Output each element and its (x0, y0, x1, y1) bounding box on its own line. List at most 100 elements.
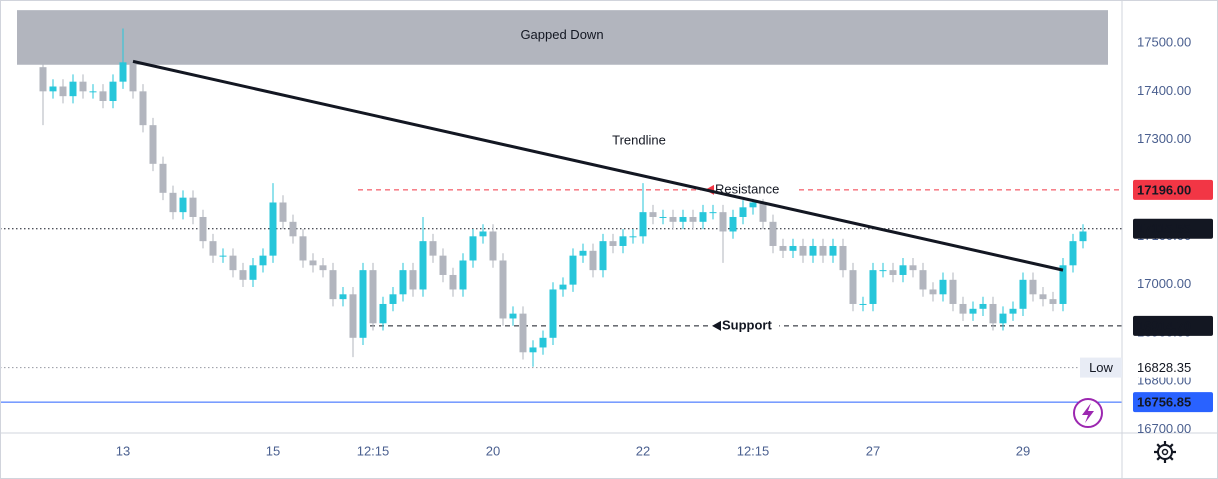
price-badge-label: 16756.85 (1137, 395, 1191, 410)
low-label: Low (1089, 360, 1113, 375)
x-tick-label: 13 (116, 443, 130, 458)
candle-body (979, 303, 987, 309)
gear-hub[interactable] (1161, 448, 1169, 456)
gear-teeth[interactable] (1154, 441, 1176, 463)
candle-body (59, 86, 67, 97)
candle-body (39, 67, 47, 92)
x-tick-label: 20 (486, 443, 500, 458)
gap-zone-label: Gapped Down (520, 27, 603, 42)
candle-body (839, 245, 847, 271)
candle-body (519, 313, 527, 353)
candle-body (699, 212, 707, 222)
candle-body (379, 303, 387, 324)
price-badge-label: 17196.00 (1137, 182, 1191, 197)
candle-body (539, 337, 547, 348)
candle-body (529, 347, 537, 353)
candle-body (489, 231, 497, 261)
candle-body (429, 241, 437, 256)
candle-body (729, 216, 737, 232)
price-badge-label: 16828.35 (1137, 360, 1191, 375)
candle-body (189, 197, 197, 217)
candle-body (79, 81, 87, 92)
candle-body (929, 289, 937, 295)
candle-body (849, 270, 857, 304)
x-tick-label: 29 (1016, 443, 1030, 458)
y-tick-label: 17500.00 (1137, 34, 1191, 49)
candle-body (679, 216, 687, 222)
candle-body (969, 308, 977, 314)
candle-body (619, 236, 627, 246)
candle-body (909, 265, 917, 271)
candle-body (359, 270, 367, 338)
candle-body (799, 245, 807, 256)
y-tick-label: 17000.00 (1137, 276, 1191, 291)
candle-body (739, 207, 747, 217)
gap-zone (17, 10, 1108, 65)
candle-body (69, 81, 77, 97)
trendline-label: Trendline (612, 132, 666, 147)
candle-body (1039, 294, 1047, 300)
candle-body (109, 81, 117, 102)
candle-body (139, 91, 147, 126)
candle-body (1019, 279, 1027, 309)
candle-body (789, 245, 797, 251)
candle-body (479, 231, 487, 237)
alert-button[interactable] (1073, 398, 1103, 428)
y-tick-label: 17400.00 (1137, 83, 1191, 98)
candle-body (809, 245, 817, 256)
candle-body (319, 265, 327, 271)
candle-body (99, 91, 107, 102)
candle-body (259, 255, 267, 266)
x-tick-label: 12:15 (357, 443, 390, 458)
price-badge (1133, 357, 1213, 378)
candle-body (579, 250, 587, 256)
candle-body (159, 163, 167, 193)
candle-body (339, 294, 347, 300)
candle-body (469, 236, 477, 261)
candle-body (169, 192, 177, 213)
x-tick-label: 12:15 (737, 443, 770, 458)
candle-body (819, 245, 827, 256)
candle-body (639, 212, 647, 237)
candle-body (959, 303, 967, 314)
lightning-icon[interactable] (1082, 403, 1094, 423)
candle-body (769, 221, 777, 246)
candle-body (599, 241, 607, 271)
candle-body (439, 255, 447, 275)
candle-body (199, 216, 207, 242)
candle-body (299, 236, 307, 261)
trendline (132, 59, 1064, 272)
candle-body (749, 202, 757, 208)
level-name: Support (722, 317, 772, 332)
candle-body (879, 270, 887, 272)
candle-body (649, 212, 657, 217)
level-name: Resistance (715, 181, 779, 196)
candle-body (629, 236, 637, 238)
price-badge (1133, 392, 1213, 413)
candle-body (279, 202, 287, 222)
price-badge (1133, 315, 1213, 336)
candle-body (449, 274, 457, 290)
candle-body (859, 303, 867, 305)
candle-body (179, 197, 187, 213)
settings-button[interactable] (1154, 441, 1176, 463)
candle-body (129, 62, 137, 92)
price-badge-label: 16914.70 (1137, 318, 1191, 333)
candle-body (1009, 308, 1017, 314)
candle-body (399, 270, 407, 295)
candle-body (349, 294, 357, 338)
candle-body (89, 91, 97, 93)
candle-body (659, 216, 667, 218)
candle-body (779, 245, 787, 251)
price-badge (1133, 218, 1213, 239)
candle-body (999, 313, 1007, 324)
candles (39, 28, 1087, 367)
candle-body (1059, 265, 1067, 304)
candle-body (119, 62, 127, 82)
candle-body (269, 202, 277, 256)
candle-body (669, 216, 677, 222)
candle-body (149, 125, 157, 164)
candle-body (869, 270, 877, 304)
candle-body (719, 212, 727, 232)
